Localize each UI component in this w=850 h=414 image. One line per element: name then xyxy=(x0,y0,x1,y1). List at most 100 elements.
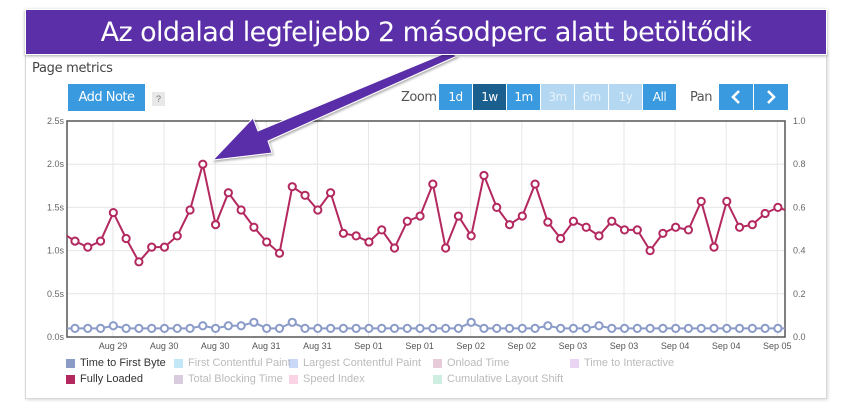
data-point[interactable] xyxy=(134,257,144,267)
data-point[interactable] xyxy=(671,222,681,232)
zoom-6m-button[interactable]: 6m xyxy=(575,84,608,110)
legend-item-time-to-interactive[interactable]: Time to Interactive xyxy=(570,357,674,369)
data-point[interactable] xyxy=(83,323,93,333)
legend-item-cumulative-layout-shift[interactable]: Cumulative Layout Shift xyxy=(433,373,563,385)
legend-item-first-contentful-paint[interactable]: First Contentful Paint xyxy=(174,357,291,369)
data-point[interactable] xyxy=(223,321,233,331)
data-point[interactable] xyxy=(619,225,630,235)
data-point[interactable] xyxy=(338,228,348,238)
data-point[interactable] xyxy=(504,220,515,230)
data-point[interactable] xyxy=(287,317,297,327)
data-point[interactable] xyxy=(441,243,451,253)
data-point[interactable] xyxy=(479,323,489,333)
data-point[interactable] xyxy=(300,323,310,333)
data-point[interactable] xyxy=(185,323,195,333)
data-point[interactable] xyxy=(326,323,336,333)
data-point[interactable] xyxy=(402,216,412,226)
data-point[interactable] xyxy=(556,323,566,333)
data-point[interactable] xyxy=(300,190,310,200)
data-point[interactable] xyxy=(607,323,617,333)
data-point[interactable] xyxy=(364,323,374,333)
legend-item-time-to-first-byte[interactable]: Time to First Byte xyxy=(66,357,166,369)
data-point[interactable] xyxy=(236,321,246,331)
data-point[interactable] xyxy=(594,321,604,331)
data-point[interactable] xyxy=(568,216,579,226)
data-point[interactable] xyxy=(428,323,438,333)
data-point[interactable] xyxy=(326,188,336,198)
data-point[interactable] xyxy=(747,323,757,333)
data-point[interactable] xyxy=(453,323,463,333)
data-point[interactable] xyxy=(95,323,106,333)
data-point[interactable] xyxy=(581,222,591,232)
data-point[interactable] xyxy=(709,323,719,333)
data-point[interactable] xyxy=(734,323,745,333)
data-point[interactable] xyxy=(632,225,642,235)
data-point[interactable] xyxy=(172,231,182,241)
data-point[interactable] xyxy=(645,323,655,333)
data-point[interactable] xyxy=(415,211,425,221)
data-point[interactable] xyxy=(658,323,668,333)
legend-item-onload-time[interactable]: Onload Time xyxy=(433,357,509,369)
data-point[interactable] xyxy=(543,321,553,331)
data-point[interactable] xyxy=(734,222,745,232)
add-note-button[interactable]: Add Note xyxy=(68,84,145,111)
data-point[interactable] xyxy=(236,205,246,215)
data-point[interactable] xyxy=(287,182,297,192)
data-point[interactable] xyxy=(683,225,694,235)
data-point[interactable] xyxy=(722,323,732,333)
data-point[interactable] xyxy=(108,321,118,331)
data-point[interactable] xyxy=(121,323,131,333)
data-point[interactable] xyxy=(338,323,348,333)
data-point[interactable] xyxy=(389,323,400,333)
data-point[interactable] xyxy=(645,246,655,256)
data-point[interactable] xyxy=(581,323,591,333)
data-point[interactable] xyxy=(134,323,144,333)
zoom-1w-button[interactable]: 1w xyxy=(473,84,506,110)
data-point[interactable] xyxy=(632,323,642,333)
data-point[interactable] xyxy=(683,323,694,333)
zoom-all-button[interactable]: All xyxy=(643,84,676,110)
data-point[interactable] xyxy=(159,242,170,252)
data-point[interactable] xyxy=(543,217,553,227)
data-point[interactable] xyxy=(696,196,706,206)
data-point[interactable] xyxy=(70,323,80,333)
data-point[interactable] xyxy=(313,205,323,215)
legend-item-largest-contentful-paint[interactable]: Largest Contentful Paint xyxy=(289,357,421,369)
data-point[interactable] xyxy=(568,323,579,333)
data-point[interactable] xyxy=(760,208,770,219)
data-point[interactable] xyxy=(210,323,221,333)
data-point[interactable] xyxy=(351,231,361,241)
data-point[interactable] xyxy=(262,237,272,247)
legend-item-fully-loaded[interactable]: Fully Loaded xyxy=(66,373,143,385)
data-point[interactable] xyxy=(517,323,527,333)
legend-item-speed-index[interactable]: Speed Index xyxy=(289,373,365,385)
zoom-3m-button[interactable]: 3m xyxy=(541,84,574,110)
zoom-1m-button[interactable]: 1m xyxy=(507,84,540,110)
data-point[interactable] xyxy=(198,159,208,169)
data-point[interactable] xyxy=(760,323,770,333)
data-point[interactable] xyxy=(671,323,681,333)
data-point[interactable] xyxy=(658,228,668,238)
data-point[interactable] xyxy=(274,323,285,333)
data-point[interactable] xyxy=(722,196,732,206)
data-point[interactable] xyxy=(121,233,131,244)
data-point[interactable] xyxy=(172,323,182,333)
data-point[interactable] xyxy=(619,323,630,333)
data-point[interactable] xyxy=(274,248,285,258)
data-point[interactable] xyxy=(530,179,540,189)
data-point[interactable] xyxy=(389,243,400,253)
data-point[interactable] xyxy=(517,211,527,221)
data-point[interactable] xyxy=(402,323,412,333)
data-point[interactable] xyxy=(223,188,233,198)
data-point[interactable] xyxy=(492,202,502,212)
data-point[interactable] xyxy=(313,323,323,333)
data-point[interactable] xyxy=(504,323,515,333)
data-point[interactable] xyxy=(83,242,93,252)
pan-next-button[interactable] xyxy=(754,84,788,110)
data-point[interactable] xyxy=(492,323,502,333)
data-point[interactable] xyxy=(530,323,540,333)
data-point[interactable] xyxy=(351,323,361,333)
data-point[interactable] xyxy=(607,216,617,226)
legend-item-total-blocking-time[interactable]: Total Blocking Time xyxy=(174,373,283,385)
data-point[interactable] xyxy=(377,323,387,333)
